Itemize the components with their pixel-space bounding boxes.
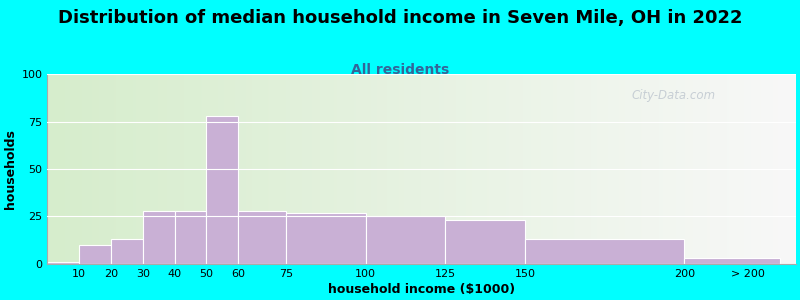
Bar <box>47 262 79 264</box>
Bar <box>206 116 238 264</box>
Bar <box>684 258 780 264</box>
Bar <box>366 216 446 264</box>
Bar <box>79 245 111 264</box>
Text: City-Data.com: City-Data.com <box>631 89 715 102</box>
Bar <box>142 211 174 264</box>
X-axis label: household income ($1000): household income ($1000) <box>328 283 515 296</box>
Text: All residents: All residents <box>351 63 449 77</box>
Bar <box>111 239 142 264</box>
Bar <box>174 211 206 264</box>
Bar <box>525 239 684 264</box>
Bar <box>286 213 366 264</box>
Text: Distribution of median household income in Seven Mile, OH in 2022: Distribution of median household income … <box>58 9 742 27</box>
Bar <box>238 211 286 264</box>
Bar <box>446 220 525 264</box>
Y-axis label: households: households <box>4 129 17 209</box>
